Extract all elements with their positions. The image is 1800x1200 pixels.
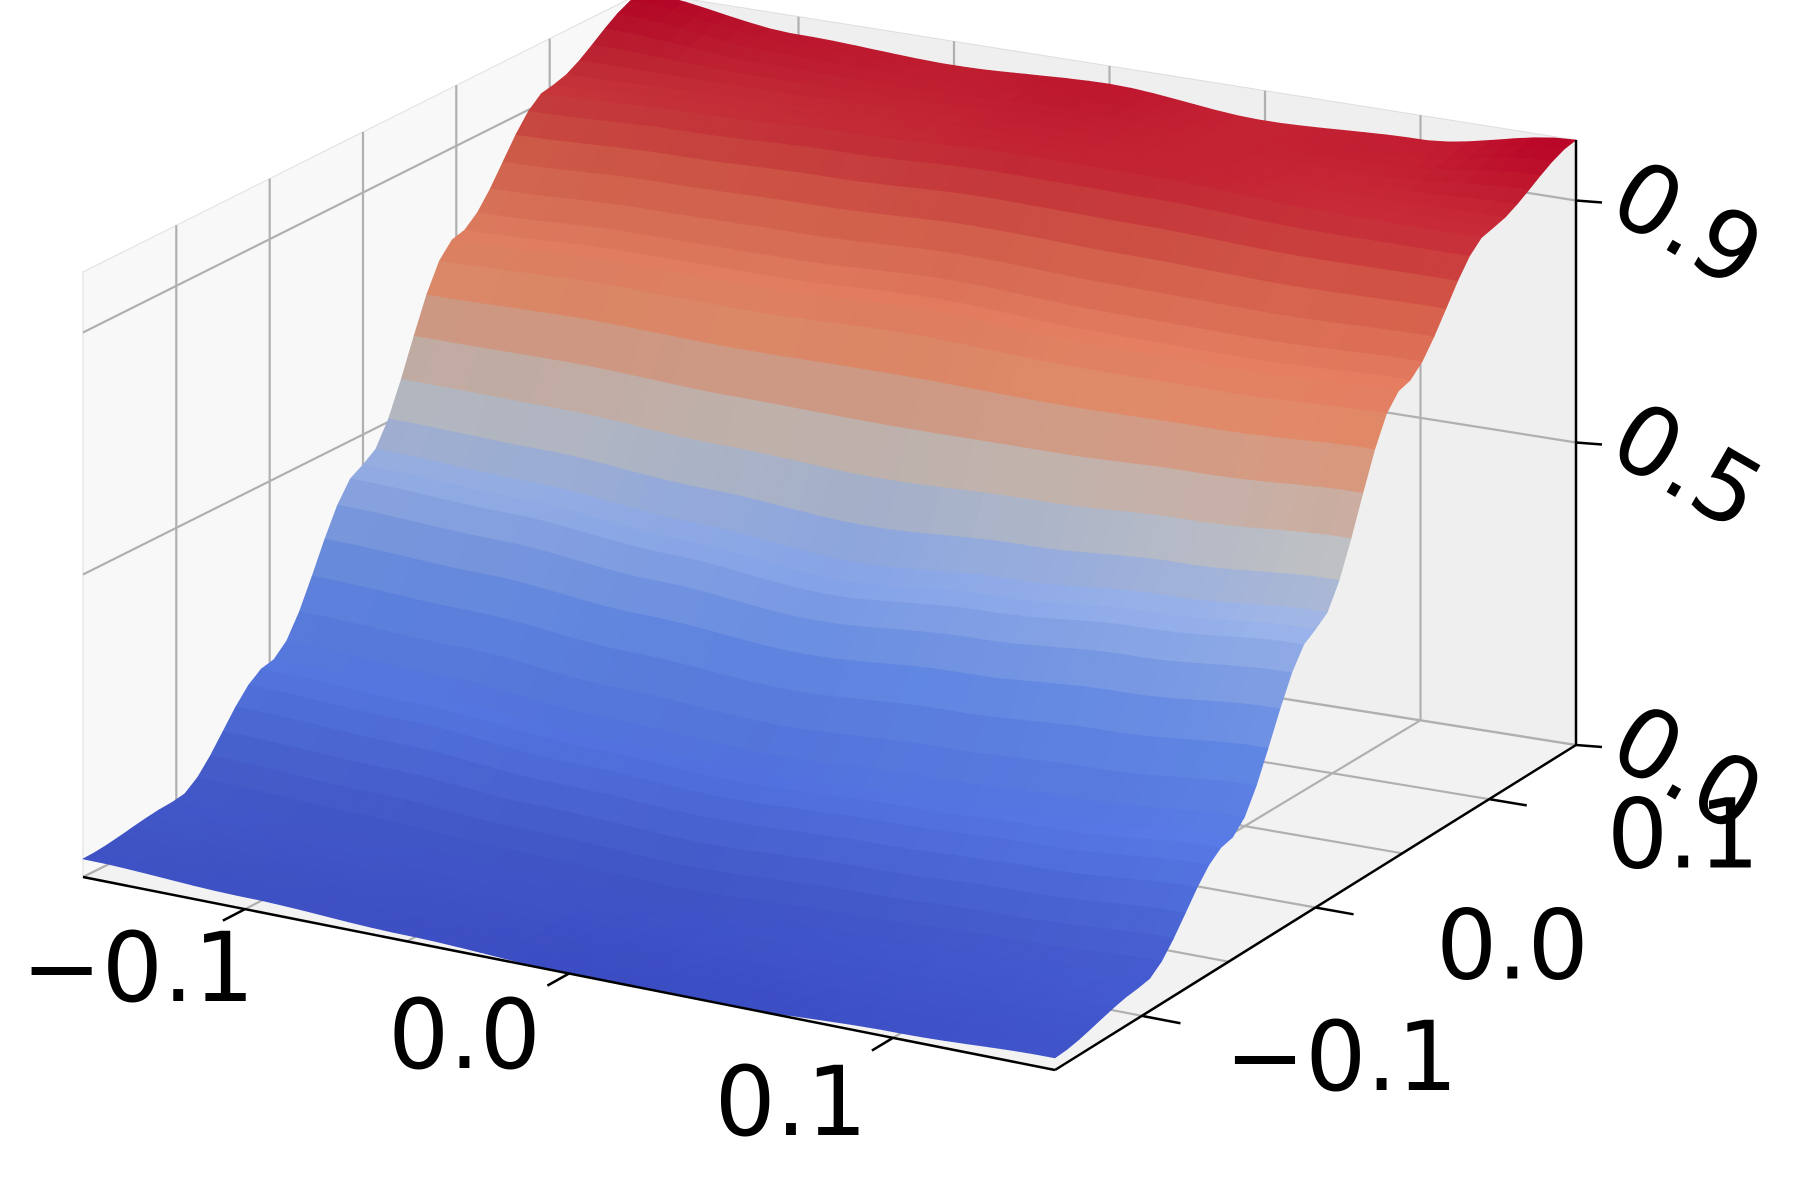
tick-marks bbox=[222, 199, 1603, 1052]
z-tick-mark bbox=[1575, 199, 1603, 204]
x-tick-mark bbox=[871, 1036, 894, 1052]
y-tick-label: 0.0 bbox=[1436, 890, 1589, 1002]
x-tick-mark bbox=[546, 972, 570, 987]
surface-patch bbox=[1032, 1045, 1068, 1059]
y-tick-mark bbox=[1141, 1014, 1181, 1025]
x-tick-label: 0.1 bbox=[715, 1046, 868, 1158]
y-tick-label: −0.1 bbox=[1225, 1001, 1458, 1113]
y-tick-mark bbox=[1315, 906, 1354, 916]
surface-mesh bbox=[82, 0, 1577, 1059]
z-tick-label: 0.5 bbox=[1593, 379, 1781, 552]
y-tick-label: 0.1 bbox=[1607, 778, 1760, 890]
z-tick-label: 0.9 bbox=[1593, 137, 1781, 310]
x-tick-label: 0.0 bbox=[388, 979, 541, 1091]
z-tick-mark bbox=[1575, 743, 1603, 749]
y-tick-mark bbox=[1488, 797, 1527, 807]
x-tick-mark bbox=[222, 908, 246, 922]
x-tick-label: −0.1 bbox=[21, 912, 254, 1024]
z-tick-mark bbox=[1575, 441, 1603, 446]
